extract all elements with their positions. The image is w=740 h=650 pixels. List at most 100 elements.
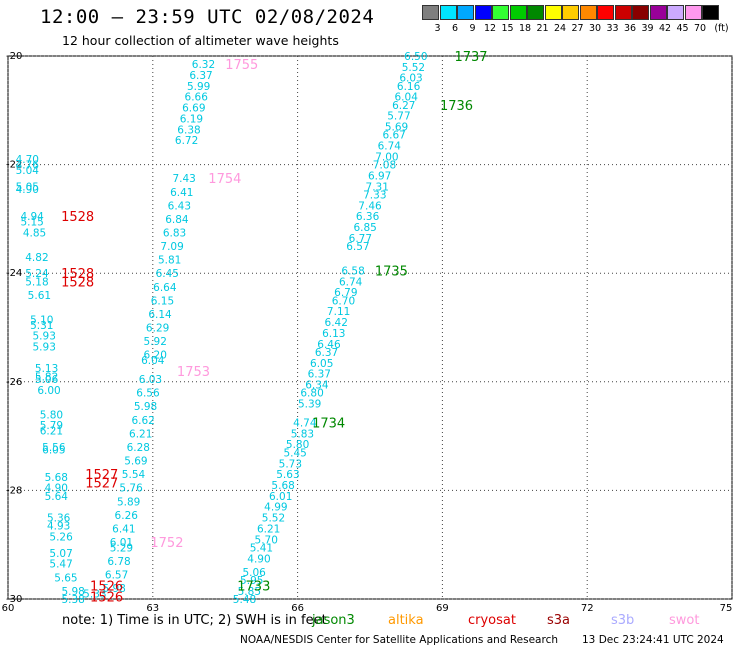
wave-height-value: 5.26 [49,532,73,544]
legend-swatch [562,5,579,20]
wave-height-value: 6.77 [349,233,372,245]
wave-height-value: 4.82 [25,252,48,264]
wave-height-value: 6.21 [257,523,280,535]
wave-height-value: 6.04 [395,92,419,104]
wave-height-value: 7.31 [366,181,389,193]
wave-height-value: 5.10 [30,314,53,326]
legend-swatch [579,5,597,20]
wave-height-value: 6.21 [129,428,152,440]
page-title: 12:00 — 23:59 UTC 02/08/2024 [40,6,375,28]
wave-height-value: 5.98 [134,401,157,413]
wave-height-value: 4.90 [16,184,39,196]
legend-swatch [667,5,684,20]
lon-tick-label: 66 [291,603,304,614]
legend-swatch [509,5,527,20]
legend-label: 30 [588,23,602,34]
pass-time-label: 1526 [90,579,123,594]
legend-swatch [457,5,474,20]
wave-height-value: 4.99 [264,502,287,514]
footnote: note: 1) Time is in UTC; 2) SWH is in fe… [62,613,327,628]
satellite-name: s3a [547,613,571,628]
wave-height-value: 5.69 [124,456,147,468]
wave-height-value: 7.33 [363,189,386,201]
wave-height-value: 5.52 [402,62,425,74]
legend-swatch [702,5,719,20]
wave-height-value: 6.74 [378,141,402,153]
lat-tick-label: -30 [6,594,22,605]
wave-height-value: 6.01 [269,491,292,503]
legend-swatch [614,5,632,20]
wave-height-value: 5.07 [49,548,72,560]
wave-height-value: 5.56 [42,442,66,454]
wave-height-value: 5.31 [30,320,53,332]
lat-tick-label: -22 [6,160,22,171]
pass-time-label: 1528 [61,210,94,225]
wave-height-value: 5.73 [279,458,302,470]
wave-height-value: 4.85 [23,227,46,239]
legend-swatch [439,5,457,20]
wave-height-value: 6.80 [300,388,323,400]
lon-tick-label: 75 [720,603,733,614]
wave-height-value: 6.29 [146,323,169,335]
legend-swatch [632,5,649,20]
wave-height-value: 4.74 [293,418,317,430]
wave-height-value: 5.13 [35,363,58,375]
wave-height-value: 6.85 [353,222,376,234]
wave-height-value: 6.05 [42,445,65,457]
wave-height-value: 6.69 [182,103,205,115]
wave-height-value: 5.24 [25,268,49,280]
wave-height-value: 5.98 [102,583,125,595]
wave-height-value: 6.04 [141,355,165,367]
wave-height-value: 6.50 [404,51,427,63]
wave-height-value: 6.38 [177,124,200,136]
wave-height-value: 5.38 [61,594,84,606]
pass-time-label: 1733 [237,579,270,594]
wave-height-value: 6.67 [382,130,405,142]
wave-height-value: 6.72 [175,135,198,147]
wave-height-value: 7.00 [375,151,398,163]
wave-height-value: 6.37 [189,70,212,82]
legend-label: 70 [693,23,707,34]
wave-height-value: 6.20 [144,350,167,362]
lat-tick-label: -28 [6,485,22,496]
satellite-name: s3b [611,613,635,628]
wave-height-value: 5.29 [110,542,133,554]
legend-label: 9 [469,23,476,34]
wave-height-value: 6.42 [325,317,348,329]
lon-tick-label: 63 [146,603,159,614]
lat-tick-label: -24 [6,268,22,279]
wave-height-value: 5.06 [35,374,59,386]
wave-height-value: 6.62 [131,415,154,427]
wave-height-value: 5.80 [286,439,309,451]
wave-height-value: 6.21 [40,426,63,438]
wave-height-value: 6.05 [310,358,333,370]
legend-swatch [527,5,544,20]
wave-height-value: 5.48 [233,594,256,606]
pass-time-label: 1734 [312,417,345,432]
lat-tick-label: -26 [6,377,22,388]
wave-height-value: 6.57 [346,241,369,253]
legend-label: 12 [483,23,497,34]
wave-height-value: 6.37 [315,347,338,359]
wave-height-value: 5.15 [20,217,43,229]
pass-time-label: 1752 [150,536,183,551]
wave-height-value: 5.98 [61,586,84,598]
wave-height-value: 5.76 [119,483,143,495]
wave-height-value: 5.69 [385,122,408,134]
pass-time-label: 1528 [61,275,94,290]
generation-timestamp: 13 Dec 23:24:41 UTC 2024 [582,634,724,646]
wave-height-value: 6.15 [151,295,174,307]
wave-height-value: 5.68 [45,472,68,484]
satellite-name: jason3 [312,613,355,628]
wave-height-value: 5.64 [45,491,69,503]
wave-height-value: 5.82 [35,371,58,383]
legend-label: 36 [623,23,637,34]
wave-height-value: 6.58 [341,265,364,277]
wave-height-value: 7.08 [373,160,396,172]
wave-height-value: 5.41 [250,542,273,554]
legend-label: 6 [451,23,459,34]
pass-time-label: 1753 [177,365,210,380]
wave-height-value: 6.37 [308,369,331,381]
legend-swatch [474,5,492,20]
